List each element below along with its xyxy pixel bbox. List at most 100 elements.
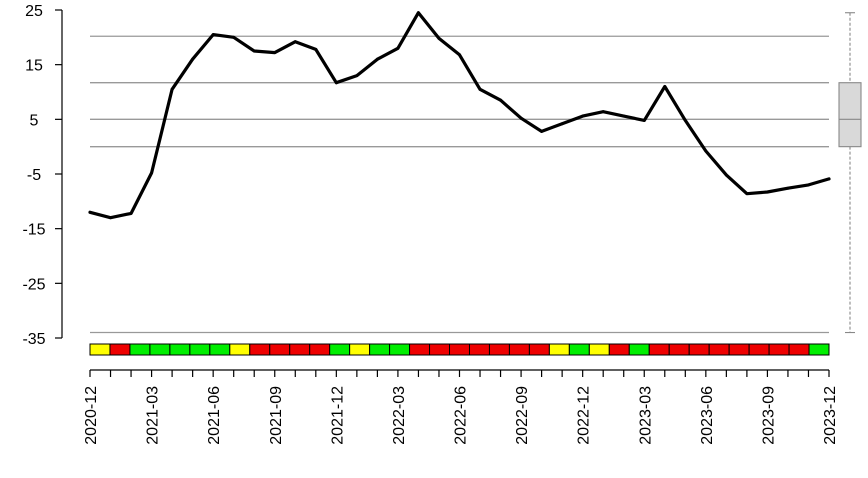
data-point (252, 49, 256, 53)
data-point (375, 57, 379, 61)
data-point (499, 98, 502, 102)
status-cell (728, 343, 750, 356)
status-cell (429, 343, 451, 356)
status-cell (289, 343, 311, 356)
reference-lines (90, 35, 829, 334)
status-cell (249, 343, 271, 356)
data-point (683, 119, 687, 122)
status-cell (708, 343, 730, 356)
data-point (273, 51, 277, 55)
data-point (232, 35, 236, 39)
status-cell (369, 343, 391, 356)
status-cell (129, 343, 151, 356)
data-point (478, 87, 482, 91)
y-axis: 25 15 5 -5 -15 -25 -35 (22, 3, 63, 348)
status-cell (488, 343, 510, 356)
x-tick-label: 2021-09 (268, 386, 285, 445)
status-cell (508, 343, 530, 356)
data-point (150, 171, 153, 175)
y-tick-label: 25 (25, 3, 43, 20)
x-tick-label: 2023-03 (637, 386, 654, 445)
data-point (191, 57, 195, 61)
status-cell (808, 343, 830, 356)
status-cell (748, 343, 770, 356)
x-tick-label: 2022-12 (576, 386, 593, 445)
status-cell (768, 343, 790, 356)
y-tick-label: -25 (22, 276, 45, 293)
series (88, 11, 831, 220)
x-tick-label: 2022-06 (453, 386, 470, 445)
data-point (458, 53, 461, 57)
status-cell (329, 343, 351, 356)
status-cell (788, 343, 810, 356)
status-cell (309, 343, 331, 356)
status-cell (588, 343, 610, 356)
data-point (293, 40, 297, 44)
data-point (519, 116, 523, 120)
status-cell (109, 343, 131, 356)
status-cell (409, 343, 431, 356)
data-point (704, 149, 708, 153)
status-cell (189, 343, 211, 356)
data-point (129, 211, 133, 215)
data-point (786, 186, 790, 190)
x-tick-label: 2023-06 (699, 386, 716, 445)
status-cell (229, 343, 251, 356)
x-tick-label: 2021-12 (329, 386, 346, 445)
status-cell (209, 343, 231, 356)
y-tick-label: 15 (25, 58, 43, 75)
data-point (396, 46, 400, 50)
data-point (314, 47, 318, 51)
data-point (334, 81, 338, 85)
status-cell (648, 343, 670, 356)
status-cell (449, 343, 470, 356)
data-point (827, 177, 831, 181)
status-cell (149, 343, 171, 356)
x-axis: 2020-12 2021-03 2021-06 2021-09 2021-12 2022-… (83, 369, 839, 445)
y-tick-label: -15 (22, 222, 45, 239)
status-cell (528, 343, 550, 356)
status-cell (169, 343, 191, 356)
y-tick-label: 5 (30, 112, 39, 129)
status-cell (668, 343, 690, 356)
data-point (211, 33, 215, 36)
data-point (663, 85, 667, 88)
status-cell (389, 343, 411, 356)
boxplot (838, 12, 862, 334)
data-point (766, 190, 769, 194)
status-cell (269, 343, 291, 356)
status-cell (468, 343, 490, 356)
x-tick-label: 2022-03 (391, 386, 408, 445)
data-point (88, 210, 92, 214)
data-point (745, 192, 749, 196)
x-tick-label: 2023-09 (760, 386, 777, 445)
data-point (642, 119, 646, 122)
y-tick-label: -5 (27, 167, 41, 184)
status-cell (628, 343, 650, 356)
data-point (807, 183, 810, 187)
status-cell (688, 343, 710, 356)
data-point (355, 74, 359, 77)
data-point (437, 37, 441, 40)
x-tick-label: 2022-09 (514, 386, 531, 445)
data-point (560, 122, 564, 126)
y-tick-label: -35 (22, 331, 45, 348)
series-line (88, 11, 831, 220)
status-bar (89, 343, 830, 356)
data-point (601, 110, 605, 114)
data-point (622, 114, 626, 118)
x-tick-label: 2021-03 (145, 386, 162, 445)
data-point (540, 129, 544, 133)
status-cell (608, 343, 630, 356)
x-tick-label: 2021-06 (206, 386, 223, 445)
status-cell (349, 343, 371, 356)
status-cell (568, 343, 590, 356)
data-point (724, 173, 728, 177)
x-tick-label: 2023-12 (822, 386, 839, 445)
data-point (417, 11, 420, 15)
data-point (109, 216, 112, 220)
x-tick-label: 2020-12 (83, 386, 100, 445)
data-point (170, 87, 174, 91)
status-cell (89, 343, 111, 356)
